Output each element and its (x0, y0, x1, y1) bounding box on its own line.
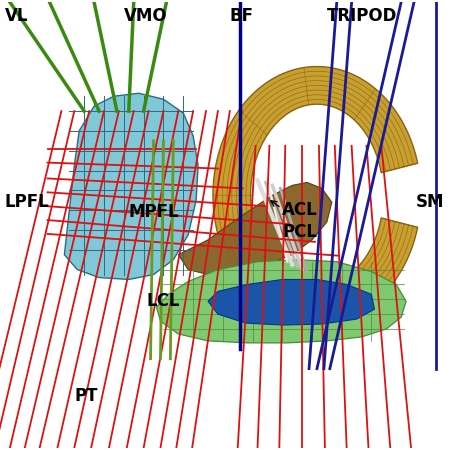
Text: PT: PT (74, 387, 98, 405)
Polygon shape (213, 67, 418, 324)
Text: LCL: LCL (147, 292, 180, 310)
Text: SM: SM (416, 193, 445, 211)
Text: TRIPOD: TRIPOD (327, 7, 397, 25)
Polygon shape (157, 260, 406, 343)
Polygon shape (64, 93, 198, 279)
Polygon shape (208, 279, 374, 325)
Text: BF: BF (230, 7, 254, 25)
Text: MPFL: MPFL (129, 203, 180, 221)
Text: VL: VL (5, 7, 28, 25)
Text: ACL: ACL (282, 201, 318, 219)
Polygon shape (178, 182, 332, 274)
Text: PCL: PCL (282, 223, 317, 241)
Text: LPFL: LPFL (5, 193, 50, 211)
Text: VMO: VMO (124, 7, 167, 25)
